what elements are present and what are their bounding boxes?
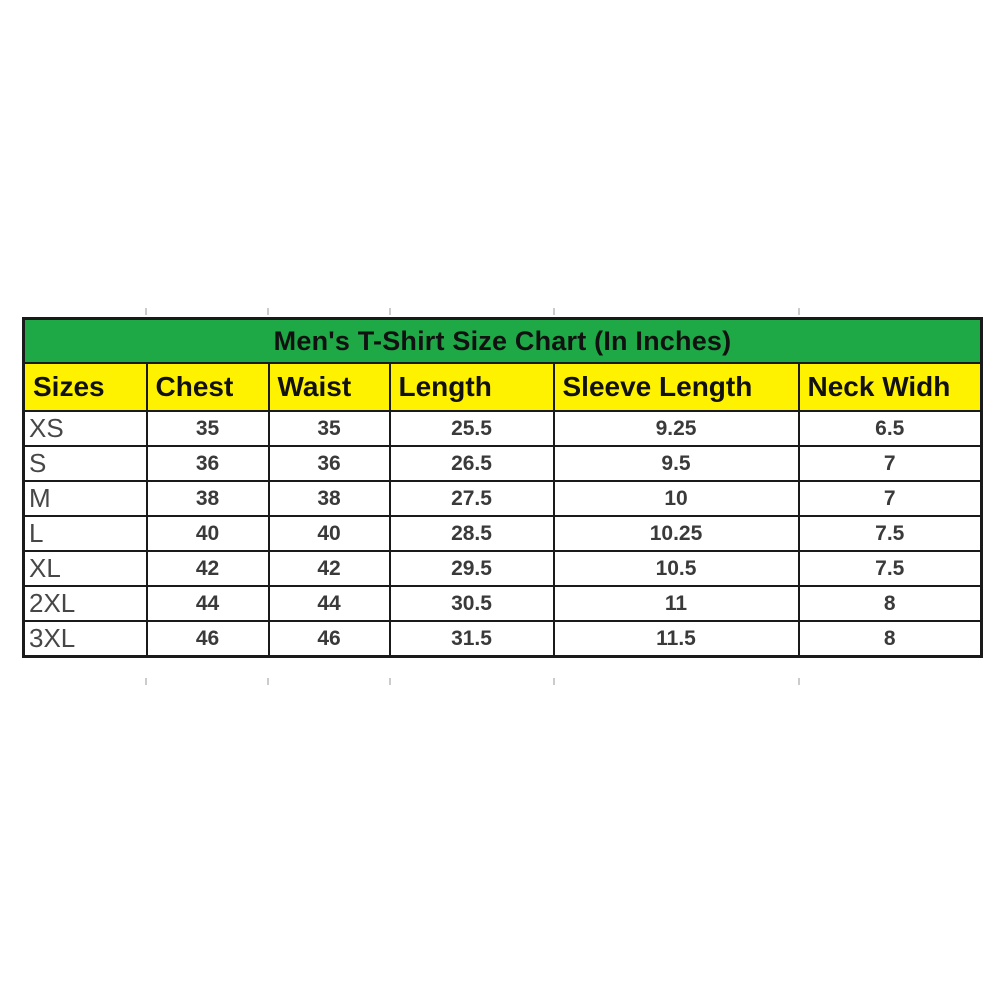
waist-cell: 46 — [267, 620, 391, 658]
chest-cell: 35 — [145, 410, 270, 447]
size-cell: L — [22, 515, 148, 552]
neck-width-cell: 7 — [797, 480, 983, 517]
gridline-artifact — [389, 678, 391, 685]
length-cell: 25.5 — [388, 410, 555, 447]
gridline-artifact — [798, 678, 800, 685]
neck-width-cell: 7.5 — [797, 550, 983, 587]
size-cell: S — [22, 445, 148, 482]
length-cell: 30.5 — [388, 585, 555, 622]
table-title-row: Men's T-Shirt Size Chart (In Inches) — [22, 317, 983, 364]
gridline-artifact — [389, 308, 391, 315]
gridline-artifact — [145, 308, 147, 315]
header-sizes: Sizes — [22, 362, 148, 412]
table-row-3xl: 3XL 46 46 31.5 11.5 8 — [22, 620, 983, 658]
sleeve-length-cell: 10.5 — [552, 550, 800, 587]
table-row-l: L 40 40 28.5 10.25 7.5 — [22, 515, 983, 552]
chest-cell: 38 — [145, 480, 270, 517]
sleeve-length-cell: 10 — [552, 480, 800, 517]
table-row-xs: XS 35 35 25.5 9.25 6.5 — [22, 410, 983, 447]
header-chest: Chest — [145, 362, 270, 412]
chest-cell: 42 — [145, 550, 270, 587]
length-cell: 31.5 — [388, 620, 555, 658]
neck-width-cell: 7.5 — [797, 515, 983, 552]
length-cell: 26.5 — [388, 445, 555, 482]
chest-cell: 36 — [145, 445, 270, 482]
waist-cell: 35 — [267, 410, 391, 447]
sleeve-length-cell: 9.25 — [552, 410, 800, 447]
sleeve-length-cell: 11 — [552, 585, 800, 622]
waist-cell: 36 — [267, 445, 391, 482]
gridline-artifact — [267, 308, 269, 315]
size-cell: 3XL — [22, 620, 148, 658]
size-cell: XS — [22, 410, 148, 447]
table-row-s: S 36 36 26.5 9.5 7 — [22, 445, 983, 482]
table-row-xl: XL 42 42 29.5 10.5 7.5 — [22, 550, 983, 587]
sleeve-length-cell: 9.5 — [552, 445, 800, 482]
table-row-2xl: 2XL 44 44 30.5 11 8 — [22, 585, 983, 622]
header-sleeve-length: Sleeve Length — [552, 362, 800, 412]
neck-width-cell: 7 — [797, 445, 983, 482]
neck-width-cell: 6.5 — [797, 410, 983, 447]
chest-cell: 44 — [145, 585, 270, 622]
gridline-artifact — [798, 308, 800, 315]
header-neck-width: Neck Widh — [797, 362, 983, 412]
gridline-artifact — [267, 678, 269, 685]
table-title: Men's T-Shirt Size Chart (In Inches) — [22, 317, 983, 364]
neck-width-cell: 8 — [797, 620, 983, 658]
waist-cell: 42 — [267, 550, 391, 587]
size-cell: 2XL — [22, 585, 148, 622]
size-cell: M — [22, 480, 148, 517]
table-header-row: Sizes Chest Waist Length Sleeve Length N… — [22, 362, 983, 412]
sleeve-length-cell: 10.25 — [552, 515, 800, 552]
gridline-artifact — [553, 308, 555, 315]
size-cell: XL — [22, 550, 148, 587]
waist-cell: 40 — [267, 515, 391, 552]
sleeve-length-cell: 11.5 — [552, 620, 800, 658]
size-chart-table-container: Men's T-Shirt Size Chart (In Inches) Siz… — [22, 317, 983, 658]
header-length: Length — [388, 362, 555, 412]
length-cell: 29.5 — [388, 550, 555, 587]
neck-width-cell: 8 — [797, 585, 983, 622]
table-row-m: M 38 38 27.5 10 7 — [22, 480, 983, 517]
length-cell: 27.5 — [388, 480, 555, 517]
waist-cell: 38 — [267, 480, 391, 517]
length-cell: 28.5 — [388, 515, 555, 552]
chest-cell: 40 — [145, 515, 270, 552]
chest-cell: 46 — [145, 620, 270, 658]
size-chart-table: Men's T-Shirt Size Chart (In Inches) Siz… — [22, 317, 983, 658]
gridline-artifact — [553, 678, 555, 685]
waist-cell: 44 — [267, 585, 391, 622]
header-waist: Waist — [267, 362, 391, 412]
gridline-artifact — [145, 678, 147, 685]
